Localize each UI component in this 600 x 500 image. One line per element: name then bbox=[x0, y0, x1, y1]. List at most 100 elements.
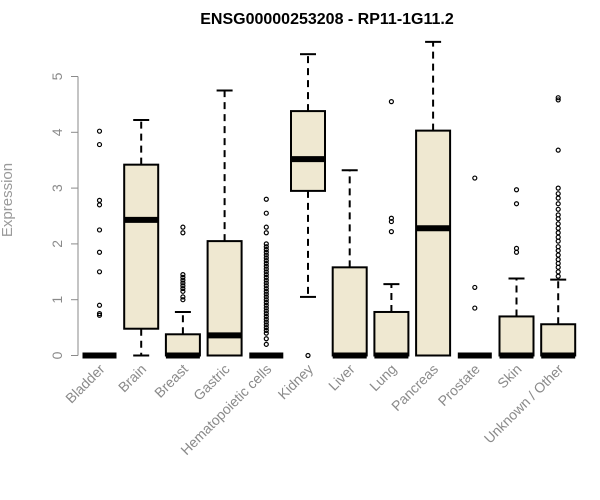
outlier-point bbox=[263, 258, 269, 264]
y-tick-label: 4 bbox=[49, 128, 65, 136]
x-category-label: Breast bbox=[151, 361, 191, 401]
outlier-point bbox=[263, 252, 269, 258]
y-tick-label: 0 bbox=[49, 351, 65, 359]
outlier-point bbox=[263, 266, 269, 272]
outlier-point bbox=[263, 305, 269, 311]
box-group bbox=[540, 95, 577, 359]
outlier-point bbox=[263, 241, 269, 247]
outlier-point bbox=[555, 201, 561, 207]
outlier-point bbox=[472, 305, 478, 311]
outlier-point bbox=[555, 147, 561, 153]
outlier-point bbox=[555, 191, 561, 197]
outlier-point bbox=[388, 99, 394, 105]
outlier-point bbox=[263, 283, 269, 289]
outlier-point bbox=[305, 352, 311, 359]
chart-title: ENSG00000253208 - RP11-1G11.2 bbox=[200, 11, 454, 28]
outlier-point bbox=[555, 206, 561, 212]
outlier-point bbox=[96, 249, 103, 255]
outlier-point bbox=[96, 311, 103, 317]
outlier-point bbox=[263, 311, 269, 317]
outlier-point bbox=[263, 210, 269, 216]
outlier-point bbox=[263, 316, 269, 322]
y-tick-label: 2 bbox=[49, 240, 65, 248]
outlier-point bbox=[180, 294, 186, 300]
box-group bbox=[290, 53, 326, 359]
outlier-point bbox=[263, 224, 269, 230]
outlier-point bbox=[472, 284, 478, 291]
x-category-label: Lung bbox=[366, 361, 399, 394]
outlier-point bbox=[388, 229, 394, 235]
outlier-point bbox=[555, 221, 561, 227]
box-group bbox=[123, 119, 160, 357]
outlier-point bbox=[263, 308, 269, 314]
box-iqr bbox=[415, 129, 452, 357]
box-group bbox=[498, 187, 535, 359]
box-iqr bbox=[164, 333, 201, 357]
outlier-point bbox=[96, 197, 103, 203]
x-category-label: Prostate bbox=[435, 361, 483, 409]
outlier-point bbox=[263, 327, 269, 333]
outlier-point bbox=[263, 244, 269, 250]
box-iqr bbox=[331, 266, 368, 357]
outlier-point bbox=[180, 297, 186, 303]
outlier-point bbox=[180, 280, 186, 286]
outlier-point bbox=[180, 288, 186, 294]
outlier-point bbox=[263, 322, 269, 328]
outlier-point bbox=[263, 280, 269, 286]
outlier-point bbox=[96, 128, 103, 134]
outlier-point bbox=[555, 212, 561, 218]
outlier-point bbox=[263, 341, 269, 347]
y-axis-label: Expression bbox=[0, 163, 16, 237]
outlier-point bbox=[180, 277, 186, 283]
outlier-point bbox=[263, 269, 269, 275]
box-group bbox=[457, 175, 492, 359]
outlier-point bbox=[263, 230, 269, 236]
outlier-point bbox=[180, 285, 186, 292]
outlier-point bbox=[513, 187, 520, 193]
outlier-point bbox=[263, 260, 269, 267]
outlier-point bbox=[388, 215, 394, 221]
outlier-point bbox=[263, 263, 269, 269]
outlier-point bbox=[263, 274, 269, 280]
outlier-point bbox=[388, 218, 394, 225]
box-group bbox=[206, 89, 243, 357]
box-iqr bbox=[373, 310, 410, 357]
box-iqr bbox=[290, 110, 326, 192]
outlier-point bbox=[263, 277, 269, 283]
outlier-point bbox=[96, 312, 103, 318]
outlier-point bbox=[263, 196, 269, 202]
outlier-point bbox=[263, 271, 269, 278]
box-group bbox=[415, 40, 452, 357]
outlier-point bbox=[555, 195, 561, 201]
outlier-point bbox=[263, 246, 269, 253]
x-category-label: Brain bbox=[115, 361, 149, 395]
box-group bbox=[373, 99, 410, 359]
outlier-point bbox=[555, 273, 561, 279]
outlier-point bbox=[555, 244, 561, 250]
outlier-point bbox=[263, 299, 269, 306]
outlier-point bbox=[555, 230, 561, 236]
outlier-point bbox=[555, 97, 561, 103]
outlier-point bbox=[263, 336, 269, 342]
outlier-point bbox=[263, 294, 269, 300]
outlier-point bbox=[555, 95, 561, 101]
outlier-point bbox=[96, 202, 103, 208]
y-axis: 0 1 2 3 4 5 bbox=[49, 72, 79, 359]
x-category-label: Liver bbox=[325, 361, 358, 394]
outlier-point bbox=[555, 225, 561, 231]
outlier-point bbox=[180, 271, 186, 278]
box-group bbox=[331, 169, 368, 359]
outlier-point bbox=[263, 330, 269, 336]
outlier-point bbox=[96, 141, 103, 148]
box-group bbox=[249, 196, 284, 359]
x-category-label: Kidney bbox=[275, 361, 317, 403]
outlier-point bbox=[263, 297, 269, 303]
outlier-point bbox=[555, 269, 561, 275]
outlier-point bbox=[263, 288, 269, 294]
outlier-point bbox=[263, 325, 269, 331]
outlier-point bbox=[513, 245, 520, 251]
box-iqr bbox=[123, 163, 160, 330]
outlier-point bbox=[263, 249, 269, 255]
